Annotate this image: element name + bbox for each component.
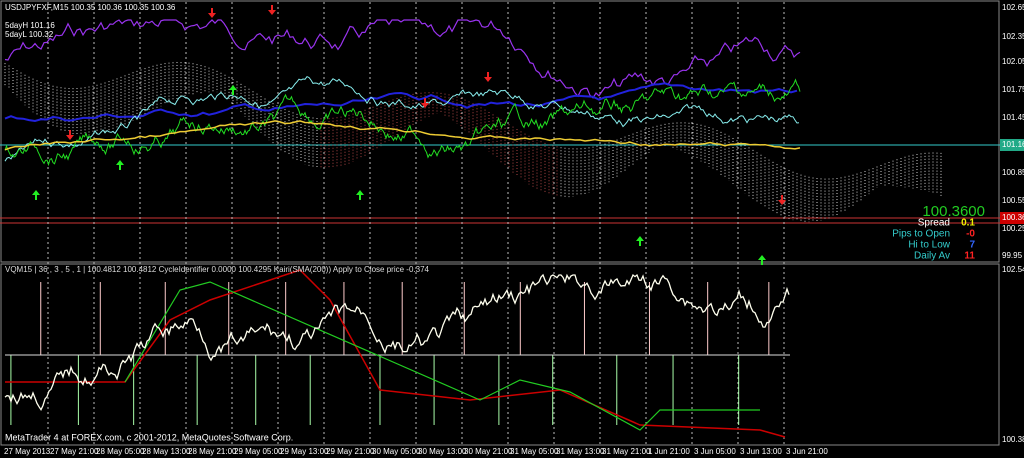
down-arrow bbox=[778, 195, 786, 205]
time-label: 30 May 21:00 bbox=[464, 447, 513, 456]
price-tick: 99.95 bbox=[1002, 251, 1023, 260]
symbol-line: USDJPYFXF,M15 100.35 100.36 100.35 100.3… bbox=[5, 3, 176, 12]
current-price-box bbox=[1000, 212, 1024, 224]
price-tick: 101.16 bbox=[1002, 140, 1024, 149]
price-tick: 100.25 bbox=[1002, 224, 1024, 233]
time-label: 3 Jun 05:00 bbox=[694, 447, 736, 456]
up-arrow bbox=[116, 160, 124, 170]
blue-line bbox=[4, 82, 798, 123]
up-arrow bbox=[32, 190, 40, 200]
day-high: 5dayH 101.16 bbox=[5, 21, 55, 30]
time-label: 28 May 21:00 bbox=[188, 447, 237, 456]
day-low: 5dayL 100.32 bbox=[5, 30, 54, 39]
down-arrow bbox=[66, 130, 74, 140]
info-value: -0 bbox=[966, 229, 975, 240]
time-label: 28 May 13:00 bbox=[142, 447, 191, 456]
cyan-line bbox=[4, 75, 800, 162]
price-tick: 100.55 bbox=[1002, 196, 1024, 205]
time-label: 3 Jun 21:00 bbox=[786, 447, 828, 456]
up-arrow bbox=[636, 236, 644, 246]
time-label: 1 Jun 21:00 bbox=[648, 447, 690, 456]
time-label: 31 May 13:00 bbox=[556, 447, 605, 456]
down-arrow bbox=[484, 72, 492, 82]
time-label: 27 May 2013 bbox=[4, 447, 51, 456]
down-arrow bbox=[268, 5, 276, 15]
high-price-box bbox=[1000, 139, 1024, 151]
info-label: Spread bbox=[918, 218, 950, 229]
down-arrow bbox=[421, 98, 429, 108]
time-label: 31 May 05:00 bbox=[510, 447, 559, 456]
plot-lines bbox=[4, 2, 942, 445]
info-value: 11 bbox=[964, 251, 975, 262]
main-panel-frame bbox=[0, 0, 1000, 263]
up-arrow bbox=[229, 85, 237, 95]
down-arrow bbox=[208, 8, 216, 18]
up-arrow bbox=[356, 190, 364, 200]
footer: MetaTrader 4 at FOREX.com, c 2001-2012, … bbox=[5, 432, 293, 442]
price-tick: 100.85 bbox=[1002, 168, 1024, 177]
info-label: Hi to Low bbox=[908, 240, 950, 251]
vqm-line bbox=[4, 273, 790, 412]
info-label: Daily Av bbox=[914, 251, 950, 262]
time-label: 29 May 13:00 bbox=[280, 447, 329, 456]
current-price: 100.36 bbox=[1002, 213, 1024, 222]
bid-price: 100.3600 bbox=[922, 203, 985, 220]
price-tick: 102.35 bbox=[1002, 32, 1024, 41]
time-label: 30 May 05:00 bbox=[372, 447, 421, 456]
price-line bbox=[4, 78, 801, 167]
indicator-header: VQM15 | 36 , 3 , 5 , 1 | 100.4812 100.48… bbox=[5, 265, 430, 274]
kairi-green bbox=[124, 281, 760, 431]
time-label: 29 May 05:00 bbox=[234, 447, 283, 456]
indicator-panel-frame bbox=[0, 263, 1000, 446]
time-label: 3 Jun 13:00 bbox=[740, 447, 782, 456]
info-value: 0.1 bbox=[961, 218, 975, 229]
up-arrow bbox=[758, 255, 766, 265]
yellow-line bbox=[4, 120, 801, 151]
indicator-axis-top: 102.549 bbox=[1002, 265, 1024, 274]
time-label: 30 May 13:00 bbox=[418, 447, 467, 456]
time-label: 31 May 21:00 bbox=[602, 447, 651, 456]
price-tick: 101.45 bbox=[1002, 113, 1024, 122]
indicator-axis-bottom: 100.382 bbox=[1002, 435, 1024, 444]
price-tick: 102.65 bbox=[1002, 3, 1024, 12]
time-label: 29 May 21:00 bbox=[326, 447, 375, 456]
price-tick: 102.05 bbox=[1002, 57, 1024, 66]
time-label: 27 May 21:00 bbox=[50, 447, 99, 456]
info-value: 7 bbox=[969, 240, 975, 251]
info-label: Pips to Open bbox=[892, 229, 950, 240]
time-label: 28 May 05:00 bbox=[96, 447, 145, 456]
price-tick: 101.75 bbox=[1002, 85, 1024, 94]
